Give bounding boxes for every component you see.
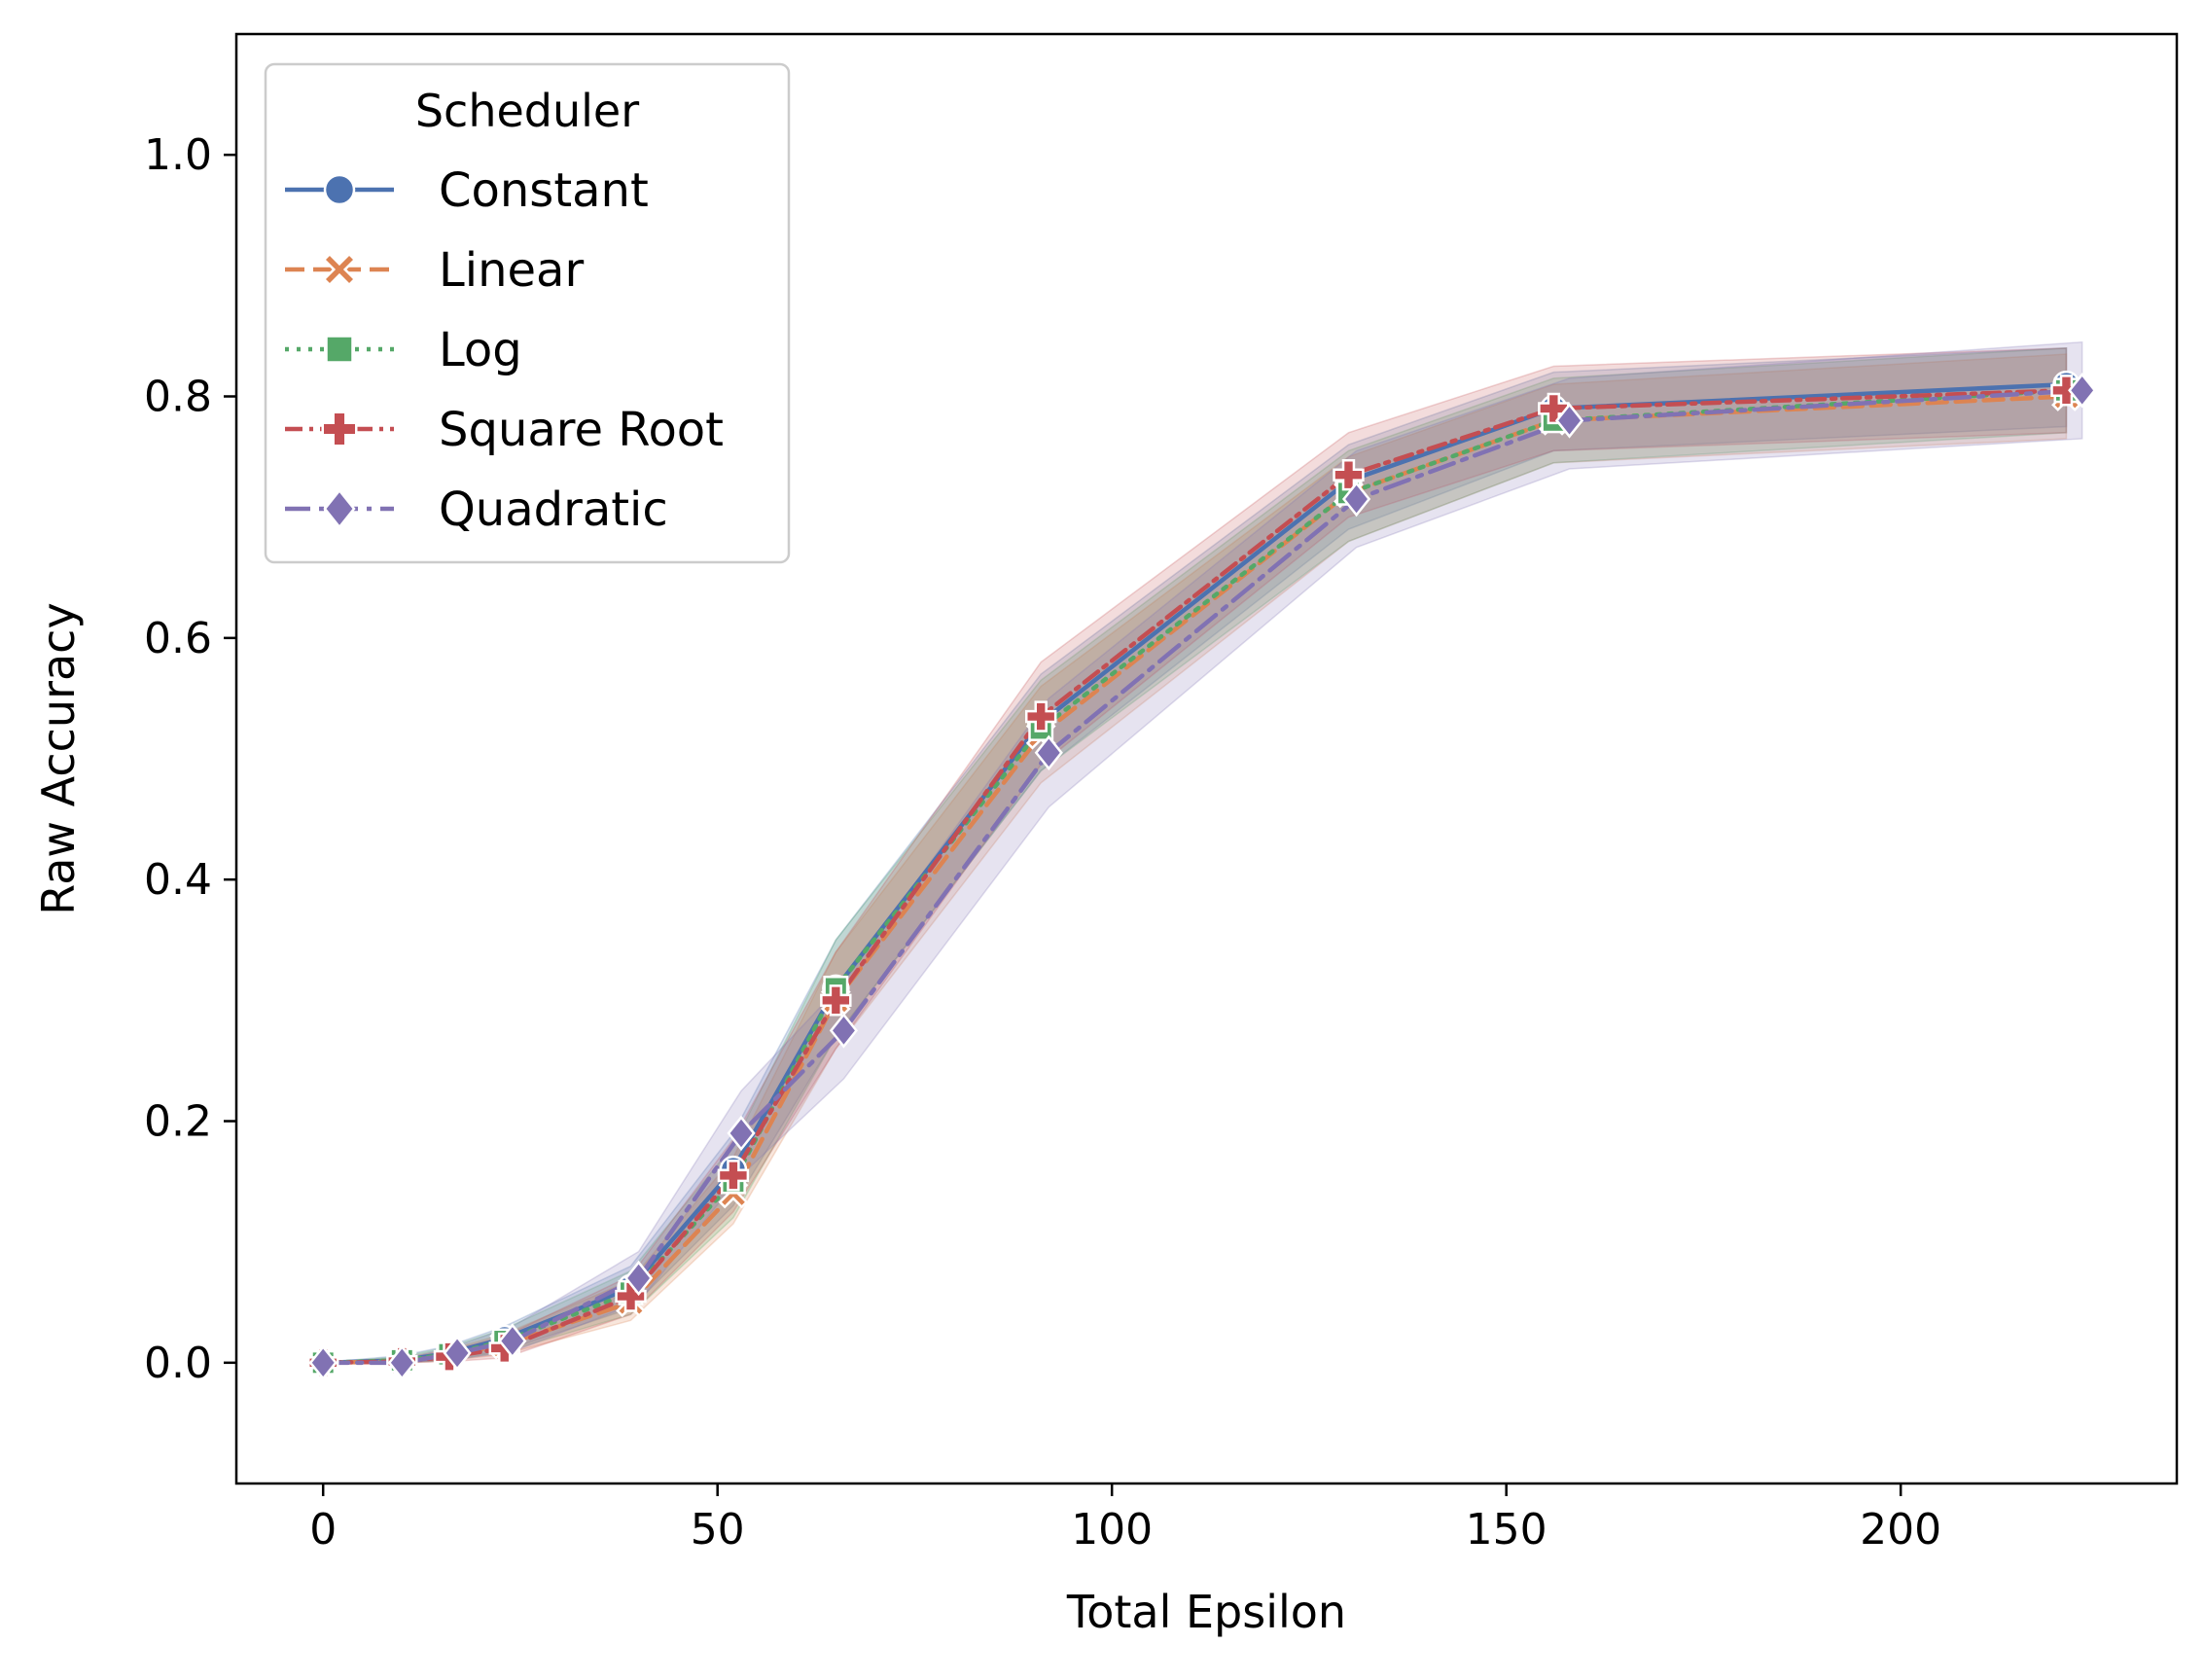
legend-entry-linear: Linear <box>285 243 584 298</box>
point-square-root <box>820 984 852 1017</box>
point-quadratic <box>727 1115 756 1152</box>
legend-entry-constant: Constant <box>285 163 649 218</box>
plot-frame <box>234 32 2179 1485</box>
point-square-root <box>717 1160 750 1192</box>
x-tick-label: 50 <box>691 1505 745 1555</box>
legend-marker-constant <box>323 173 356 206</box>
point-quadratic <box>1341 481 1371 518</box>
point-quadratic <box>308 1344 338 1381</box>
y-axis-label: Raw Accuracy <box>32 602 85 914</box>
point-quadratic <box>623 1260 654 1297</box>
y-tick-label: 0.6 <box>144 614 212 663</box>
x-tick-label: 100 <box>1071 1505 1153 1555</box>
legend-marker-quadratic <box>323 488 356 529</box>
legend-label-constant: Constant <box>439 163 649 218</box>
x-tick-label: 150 <box>1466 1505 1547 1555</box>
legend: Scheduler Constant Linear Log Square Root Qu… <box>264 62 791 564</box>
legend-entry-quadratic: Quadratic <box>285 483 668 537</box>
legend-label-quadratic: Quadratic <box>439 483 668 537</box>
legend-label-log: Log <box>439 323 522 377</box>
point-quadratic <box>1554 403 1584 439</box>
point-quadratic <box>498 1323 527 1359</box>
point-quadratic <box>829 1013 859 1049</box>
legend-entries: Constant Linear Log Square Root Quadratic <box>285 163 724 537</box>
legend-title: Scheduler <box>415 85 639 137</box>
y-tick-label: 0.4 <box>144 855 212 905</box>
y-tick-label: 0.8 <box>144 373 212 422</box>
legend-marker-linear <box>322 252 357 287</box>
point-quadratic <box>387 1344 416 1381</box>
point-quadratic <box>1034 734 1063 771</box>
point-square-root <box>1024 700 1057 733</box>
x-tick-label: 0 <box>309 1505 337 1555</box>
x-axis-label: Total Epsilon <box>1066 1586 1346 1638</box>
legend-label-square-root: Square Root <box>439 403 724 457</box>
y-axis-ticks: 0.0 0.2 0.4 0.6 0.8 1.0 <box>144 130 236 1388</box>
legend-label-linear: Linear <box>439 243 584 298</box>
y-tick-label: 0.0 <box>144 1339 212 1388</box>
point-quadratic <box>443 1335 472 1372</box>
point-quadratic <box>2068 373 2097 409</box>
legend-entry-square-root: Square Root <box>285 403 724 457</box>
legend-marker-square-root <box>321 411 358 447</box>
x-tick-label: 200 <box>1860 1505 1941 1555</box>
x-axis-ticks: 0 50 100 150 200 <box>309 1483 1941 1555</box>
legend-entry-log: Log <box>285 323 522 377</box>
legend-marker-log <box>325 335 354 364</box>
series-markers <box>307 370 2097 1381</box>
point-square-root <box>2050 375 2082 407</box>
legend-box <box>264 62 791 564</box>
y-tick-label: 0.2 <box>144 1097 212 1147</box>
y-tick-label: 1.0 <box>144 130 212 180</box>
